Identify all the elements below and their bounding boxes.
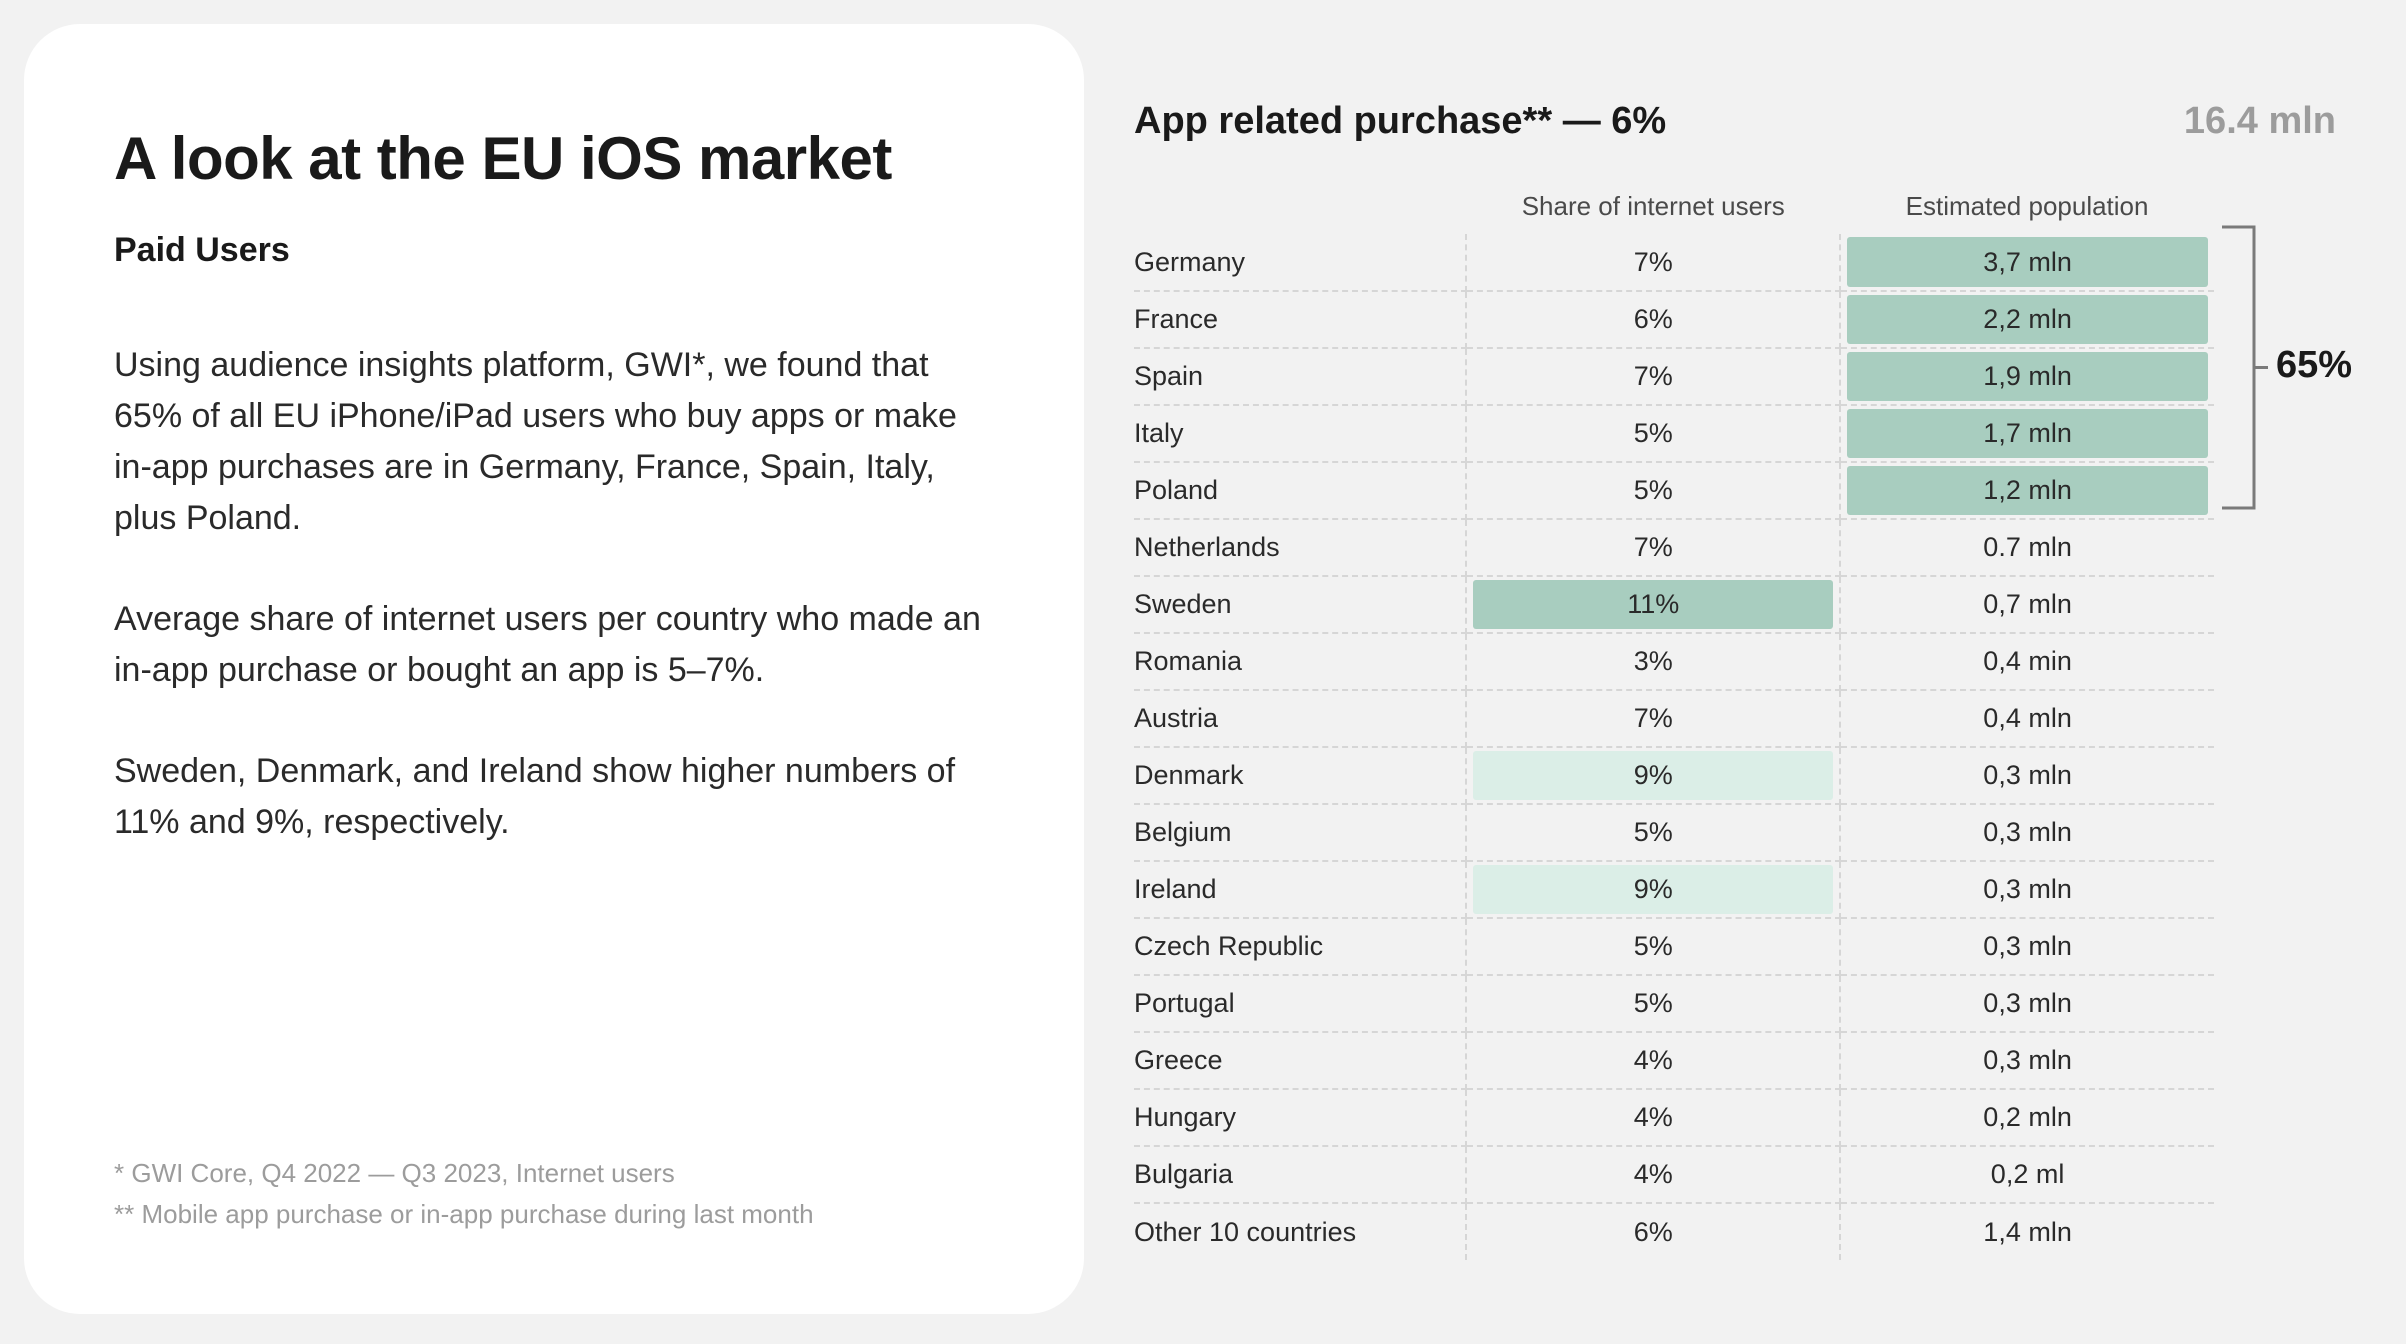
cell-share: 6% bbox=[1466, 1203, 1840, 1260]
cell-share: 11% bbox=[1466, 576, 1840, 633]
cell-country: Italy bbox=[1134, 405, 1466, 462]
cell-share: 4% bbox=[1466, 1032, 1840, 1089]
cell-pop: 0,3 mln bbox=[1840, 918, 2214, 975]
cell-pop: 1,4 mln bbox=[1840, 1203, 2214, 1260]
table-row: Netherlands7%0.7 mln bbox=[1134, 519, 2214, 576]
table-row: Spain7%1,9 mln bbox=[1134, 348, 2214, 405]
cell-country: Czech Republic bbox=[1134, 918, 1466, 975]
cell-pop: 0,2 ml bbox=[1840, 1146, 2214, 1203]
table-row: Belgium5%0,3 mln bbox=[1134, 804, 2214, 861]
col-pop: Estimated population bbox=[1840, 191, 2214, 234]
paragraph-3: Sweden, Denmark, and Ireland show higher… bbox=[114, 746, 994, 848]
col-country bbox=[1134, 191, 1466, 234]
table-row: Ireland9%0,3 mln bbox=[1134, 861, 2214, 918]
footnotes: * GWI Core, Q4 2022 — Q3 2023, Internet … bbox=[114, 1153, 994, 1234]
cell-pop: 0.7 mln bbox=[1840, 519, 2214, 576]
cell-pop: 0,3 mln bbox=[1840, 747, 2214, 804]
table-row: Italy5%1,7 mln bbox=[1134, 405, 2214, 462]
cell-pop: 0,4 mln bbox=[1840, 690, 2214, 747]
cell-pop: 0,3 mln bbox=[1840, 975, 2214, 1032]
table-row: Denmark9%0,3 mln bbox=[1134, 747, 2214, 804]
cell-country: Germany bbox=[1134, 234, 1466, 291]
table-row: Austria7%0,4 mln bbox=[1134, 690, 2214, 747]
cell-share: 5% bbox=[1466, 804, 1840, 861]
cell-country: Austria bbox=[1134, 690, 1466, 747]
cell-share: 9% bbox=[1466, 861, 1840, 918]
cell-country: Romania bbox=[1134, 633, 1466, 690]
bracket-icon bbox=[2222, 225, 2272, 510]
cell-pop: 2,2 mln bbox=[1840, 291, 2214, 348]
cell-share: 5% bbox=[1466, 975, 1840, 1032]
bracket-label: 65% bbox=[2276, 344, 2352, 387]
paragraph-1: Using audience insights platform, GWI*, … bbox=[114, 340, 994, 544]
cell-pop: 0,3 mln bbox=[1840, 861, 2214, 918]
footnote-2: ** Mobile app purchase or in-app purchas… bbox=[114, 1194, 994, 1234]
cell-share: 7% bbox=[1466, 690, 1840, 747]
table-row: Poland5%1,2 mln bbox=[1134, 462, 2214, 519]
cell-country: France bbox=[1134, 291, 1466, 348]
table-row: Bulgaria4%0,2 ml bbox=[1134, 1146, 2214, 1203]
cell-country: Belgium bbox=[1134, 804, 1466, 861]
cell-pop: 1,9 mln bbox=[1840, 348, 2214, 405]
info-card: A look at the EU iOS market Paid Users U… bbox=[24, 24, 1084, 1314]
table-row: Greece4%0,3 mln bbox=[1134, 1032, 2214, 1089]
cell-pop: 1,7 mln bbox=[1840, 405, 2214, 462]
data-table: Share of internet users Estimated popula… bbox=[1134, 191, 2214, 1260]
cell-share: 6% bbox=[1466, 291, 1840, 348]
table-row: Germany7%3,7 mln bbox=[1134, 234, 2214, 291]
cell-country: Portugal bbox=[1134, 975, 1466, 1032]
cell-share: 5% bbox=[1466, 405, 1840, 462]
footnote-1: * GWI Core, Q4 2022 — Q3 2023, Internet … bbox=[114, 1153, 994, 1193]
cell-country: Other 10 countries bbox=[1134, 1203, 1466, 1260]
cell-country: Sweden bbox=[1134, 576, 1466, 633]
col-share: Share of internet users bbox=[1466, 191, 1840, 234]
subtitle: Paid Users bbox=[114, 231, 994, 270]
cell-country: Poland bbox=[1134, 462, 1466, 519]
table-title: App related purchase** — 6% bbox=[1134, 100, 1666, 143]
cell-country: Denmark bbox=[1134, 747, 1466, 804]
page-title: A look at the EU iOS market bbox=[114, 124, 994, 193]
cell-pop: 0,4 min bbox=[1840, 633, 2214, 690]
paragraph-2: Average share of internet users per coun… bbox=[114, 594, 994, 696]
cell-share: 5% bbox=[1466, 918, 1840, 975]
cell-pop: 3,7 mln bbox=[1840, 234, 2214, 291]
table-total: 16.4 mln bbox=[2184, 100, 2336, 143]
cell-country: Hungary bbox=[1134, 1089, 1466, 1146]
table-row: France6%2,2 mln bbox=[1134, 291, 2214, 348]
table-row: Romania3%0,4 min bbox=[1134, 633, 2214, 690]
cell-share: 4% bbox=[1466, 1089, 1840, 1146]
table-row: Sweden11%0,7 mln bbox=[1134, 576, 2214, 633]
table-row: Hungary4%0,2 mln bbox=[1134, 1089, 2214, 1146]
cell-country: Bulgaria bbox=[1134, 1146, 1466, 1203]
cell-pop: 1,2 mln bbox=[1840, 462, 2214, 519]
cell-pop: 0,3 mln bbox=[1840, 1032, 2214, 1089]
cell-share: 9% bbox=[1466, 747, 1840, 804]
table-row: Portugal5%0,3 mln bbox=[1134, 975, 2214, 1032]
cell-share: 7% bbox=[1466, 519, 1840, 576]
data-panel: App related purchase** — 6% 16.4 mln Sha… bbox=[1084, 0, 2406, 1344]
cell-share: 3% bbox=[1466, 633, 1840, 690]
cell-share: 7% bbox=[1466, 348, 1840, 405]
cell-share: 4% bbox=[1466, 1146, 1840, 1203]
cell-share: 5% bbox=[1466, 462, 1840, 519]
table-row: Czech Republic5%0,3 mln bbox=[1134, 918, 2214, 975]
cell-share: 7% bbox=[1466, 234, 1840, 291]
cell-country: Spain bbox=[1134, 348, 1466, 405]
table-row: Other 10 countries6%1,4 mln bbox=[1134, 1203, 2214, 1260]
cell-pop: 0,3 mln bbox=[1840, 804, 2214, 861]
cell-country: Ireland bbox=[1134, 861, 1466, 918]
cell-country: Greece bbox=[1134, 1032, 1466, 1089]
cell-pop: 0,2 mln bbox=[1840, 1089, 2214, 1146]
cell-country: Netherlands bbox=[1134, 519, 1466, 576]
cell-pop: 0,7 mln bbox=[1840, 576, 2214, 633]
